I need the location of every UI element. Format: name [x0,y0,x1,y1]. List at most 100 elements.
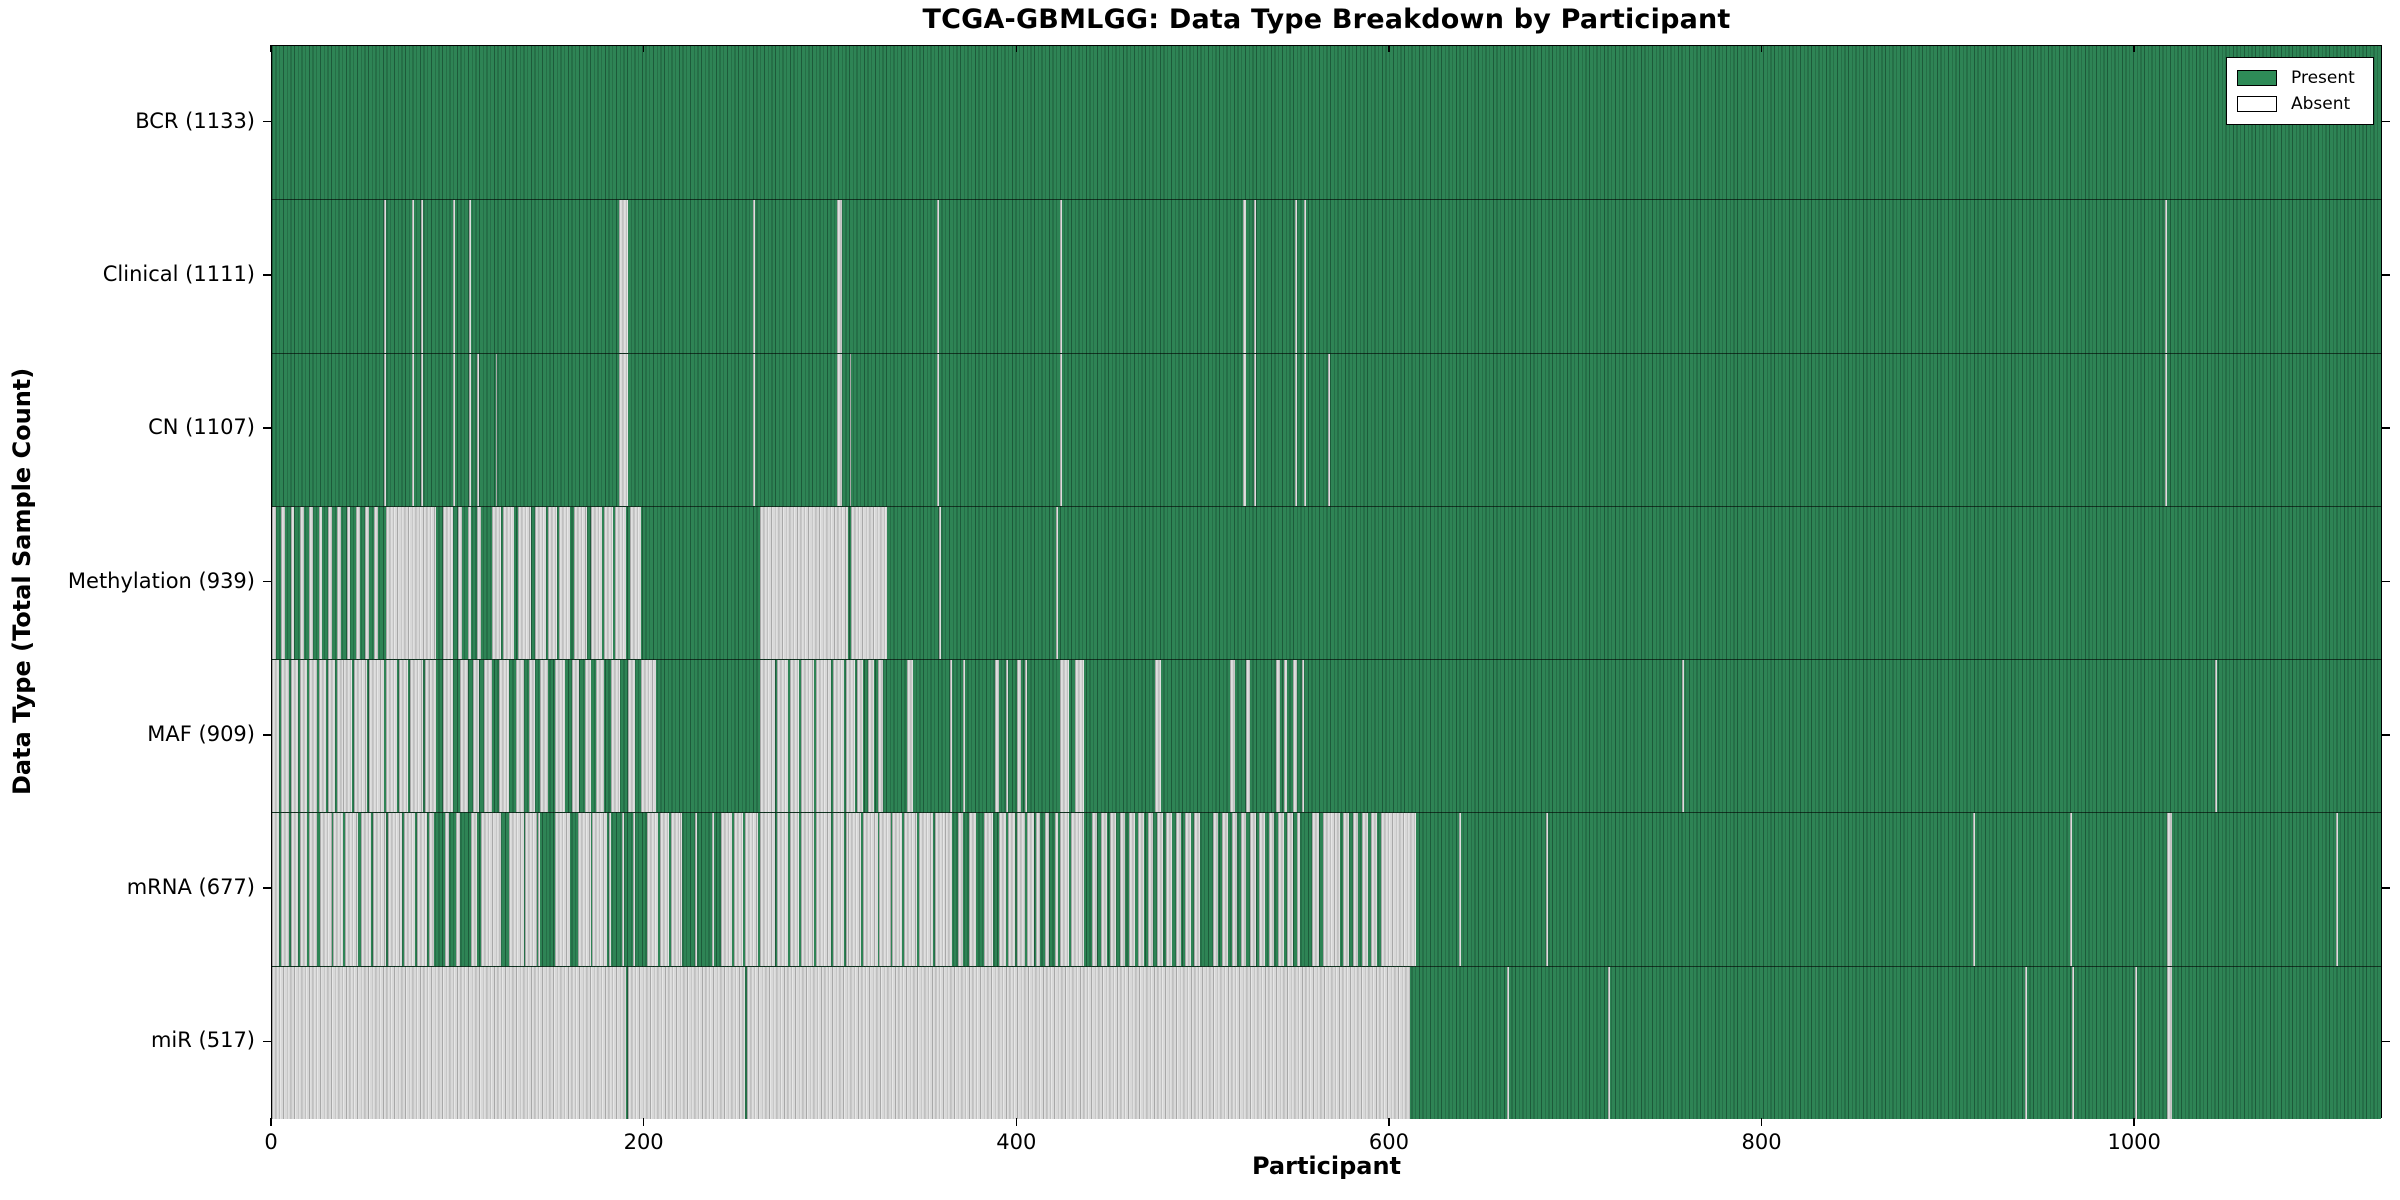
absent-segment [776,813,789,966]
absent-segment [365,506,369,660]
absent-segment [603,506,613,660]
absent-segment [421,353,423,506]
absent-segment [1017,813,1025,966]
absent-segment [309,660,317,813]
chart-title: TCGA-GBMLGG: Data Type Breakdown by Part… [922,4,1731,35]
absent-segment [1253,200,1256,353]
y-tick-right [2382,427,2390,429]
absent-segment [1246,660,1251,813]
absent-segment [320,813,332,966]
absent-segment [836,200,843,353]
x-tick-top [642,45,645,52]
absent-segment [445,813,449,966]
row-clinical [272,199,2381,353]
absent-segment [1006,660,1008,813]
row-methylation [272,505,2381,660]
absent-segment [1304,200,1307,353]
absent-segment [327,506,332,660]
absent-segment [452,353,455,506]
y-tick-label-clinical: Clinical (1111) [102,261,255,286]
x-tick-top [1388,45,1390,52]
absent-segment [540,660,548,813]
absent-segment [903,813,917,966]
absent-segment [333,813,343,966]
absent-segment [337,506,341,660]
absent-segment [272,966,626,1119]
absent-segment [1371,813,1377,966]
absent-segment [1268,813,1275,966]
absent-segment [2025,966,2028,1119]
present-swatch [2237,70,2277,86]
absent-segment [2135,966,2138,1119]
absent-segment [342,660,353,813]
y-tick-left [263,120,271,123]
absent-segment [640,660,656,813]
row-mir [272,965,2381,1119]
absent-segment [944,813,953,966]
absent-segment [480,813,502,966]
absent-segment [918,813,934,966]
absent-segment [1194,813,1200,966]
absent-segment [1361,813,1368,966]
absent-segment [555,813,571,966]
absent-segment [1283,660,1288,813]
absent-segment [760,506,848,660]
absent-segment [327,660,336,813]
absent-segment [309,813,317,966]
absent-segment [573,506,587,660]
absent-segment [721,813,733,966]
absent-segment [529,660,535,813]
absent-segment [590,506,602,660]
absent-segment [877,660,884,813]
absent-segment [299,506,304,660]
absent-segment [353,660,367,813]
absent-segment [849,353,852,506]
absent-segment [299,660,308,813]
absent-segment [862,813,878,966]
absent-segment [473,660,479,813]
absent-segment [1119,813,1126,966]
absent-segment [281,813,289,966]
absent-segment [1276,660,1280,813]
absent-segment [776,660,789,813]
absent-segment [443,506,453,660]
absent-segment [2165,200,2167,353]
absent-segment [1007,813,1016,966]
absent-segment [2071,966,2074,1119]
absent-segment [670,813,681,966]
absent-segment [318,660,327,813]
absent-segment [1157,813,1163,966]
absent-segment [1075,660,1085,813]
absent-segment [1973,813,1975,966]
absent-segment [1343,813,1349,966]
row-bcr [272,46,2381,200]
absent-segment [760,813,776,966]
absent-segment [832,813,844,966]
absent-segment [1546,813,1549,966]
absent-segment [1278,813,1284,966]
absent-segment [452,200,455,353]
absent-segment [290,660,299,813]
x-axis-label: Participant [1251,1152,1402,1180]
x-tick-label: 800 [1741,1130,1782,1154]
absent-segment [471,813,477,966]
absent-segment [499,660,509,813]
absent-segment [272,813,280,966]
absent-segment [680,813,682,966]
y-tick-label-methylation: Methylation (939) [67,568,255,593]
absent-segment [424,660,429,813]
absent-segment [892,813,902,966]
absent-segment [346,506,351,660]
absent-segment [614,506,626,660]
absent-segment [409,660,423,813]
absent-segment [935,813,945,966]
row-cn [272,352,2381,506]
absent-segment [968,813,977,966]
absent-segment [383,200,386,353]
absent-segment [1026,813,1035,966]
absent-segment [1045,813,1049,966]
absent-segment [1682,660,1685,813]
y-tick-right [2382,274,2390,276]
absent-segment [845,660,856,813]
x-tick-bottom [270,1118,272,1126]
